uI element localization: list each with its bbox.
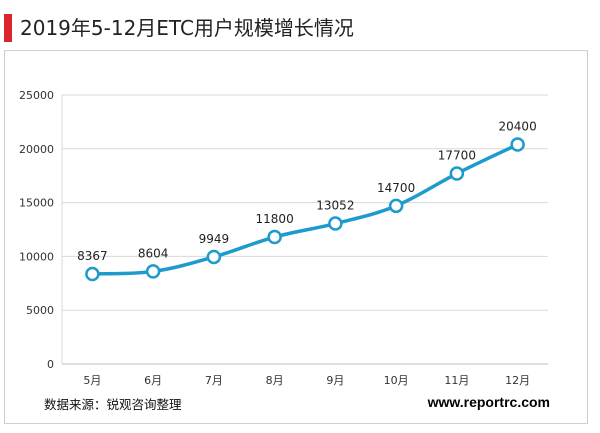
x-tick-label: 8月 — [266, 374, 284, 387]
data-point-marker — [328, 216, 343, 231]
data-label: 9949 — [199, 232, 230, 246]
x-tick-label: 9月 — [326, 374, 344, 387]
data-point-marker — [510, 137, 525, 152]
x-tick-label: 7月 — [205, 374, 223, 387]
y-tick-label: 25000 — [19, 89, 54, 102]
data-point-marker — [449, 166, 465, 181]
y-tick-label: 10000 — [19, 250, 54, 263]
data-label: 14700 — [377, 181, 415, 195]
data-label: 20400 — [499, 119, 537, 133]
website-link[interactable]: www.reportrc.com — [427, 394, 550, 410]
y-tick-label: 20000 — [19, 143, 54, 156]
data-point-marker — [85, 266, 100, 282]
data-point-marker — [145, 264, 161, 279]
data-label: 8367 — [77, 249, 108, 263]
y-tick-label: 5000 — [26, 304, 54, 317]
chart-frame — [4, 50, 588, 424]
x-tick-label: 10月 — [384, 374, 409, 387]
title-accent-bar — [4, 14, 12, 42]
data-label: 13052 — [316, 199, 354, 213]
x-tick-label: 12月 — [505, 374, 530, 387]
data-label: 11800 — [256, 212, 294, 226]
y-tick-label: 15000 — [19, 197, 54, 210]
x-tick-label: 5月 — [83, 374, 101, 387]
data-label: 17700 — [438, 149, 476, 163]
data-label: 8604 — [138, 246, 169, 260]
data-point-marker — [206, 249, 222, 265]
y-tick-label: 0 — [47, 358, 54, 371]
data-point-marker — [267, 229, 282, 245]
x-tick-label: 6月 — [144, 374, 162, 387]
chart-title: 2019年5-12月ETC用户规模增长情况 — [20, 16, 354, 40]
x-tick-label: 11月 — [444, 374, 469, 387]
data-point-marker — [388, 198, 404, 214]
data-source-note: 数据来源：锐观咨询整理 — [44, 397, 182, 412]
